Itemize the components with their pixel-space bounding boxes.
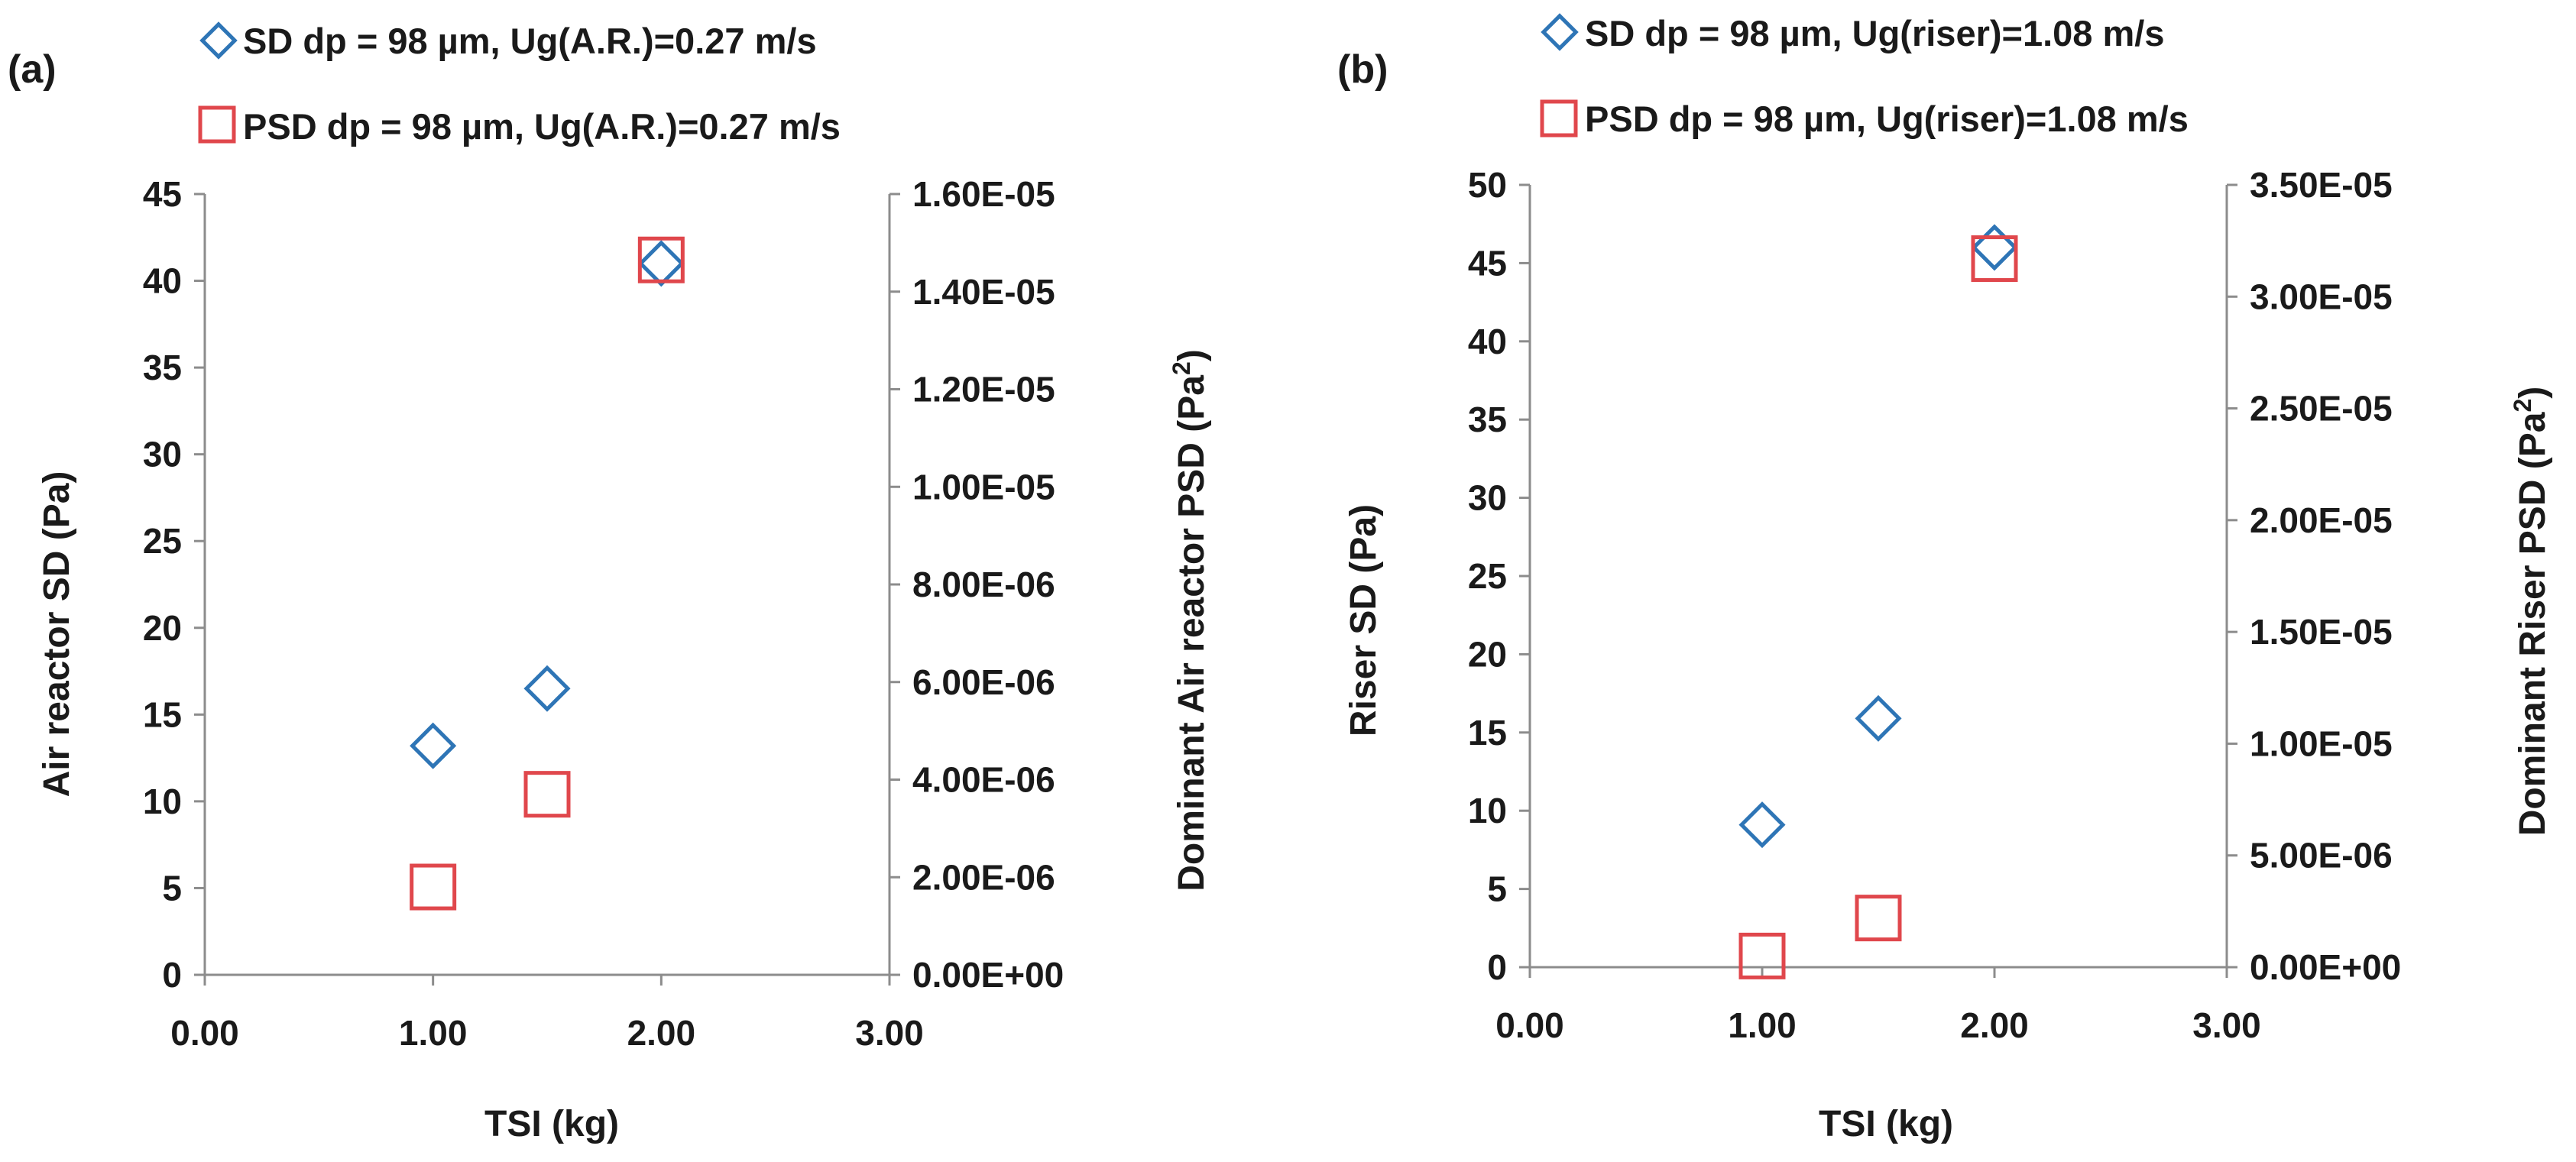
- y-tick-label: 15: [1468, 713, 1507, 753]
- y-tick-label: 50: [1468, 165, 1507, 205]
- y-tick-label: 5: [1487, 869, 1507, 909]
- sd-data-point: [1738, 801, 1786, 849]
- legend-a: SD dp = 98 µm, Ug(A.R.)=0.27 m/s PSD dp …: [198, 21, 841, 147]
- x-tick-label: 1.00: [1728, 1005, 1797, 1045]
- y-tick-label: 20: [143, 608, 182, 648]
- sd-data-point: [523, 665, 571, 712]
- marks-a: [410, 236, 685, 911]
- panel-b: (b) SD dp = 98 µm, Ug(riser)=1.08 m/s PS…: [1337, 13, 2553, 1144]
- y2-tick-label: 1.60E-05: [912, 174, 1055, 214]
- y2-tick-label: 4.00E-06: [912, 760, 1055, 800]
- y2-axis-label-b: Dominant Riser PSD (Pa2): [2509, 387, 2553, 837]
- x-tick-label: 2.00: [1960, 1005, 2029, 1045]
- y2-tick-label: 2.00E-06: [912, 857, 1055, 897]
- y-tick-label: 40: [1468, 322, 1507, 361]
- y2-axis-label-a: Dominant Air reactor PSD (Pa2): [1168, 349, 1212, 891]
- legend-label-psd-b: PSD dp = 98 µm, Ug(riser)=1.08 m/s: [1585, 99, 2189, 139]
- y-tick-label: 45: [1468, 243, 1507, 283]
- y2-tick-label: 0.00E+00: [2250, 947, 2401, 987]
- sd-data-point: [1855, 694, 1902, 742]
- sd-data-point: [1971, 224, 2018, 271]
- y-tick-label: 15: [143, 694, 182, 734]
- psd-data-point: [1855, 895, 1902, 942]
- psd-data-point: [637, 236, 685, 283]
- psd-data-point: [523, 771, 571, 818]
- y2-tick-label: 8.00E-06: [912, 565, 1055, 604]
- ticks-b: 0.00 1.00 2.00 3.00 0 5 10 15 20 25 30 35 40 45 50 0.00…: [1468, 165, 2401, 1045]
- panel-a: (a) SD dp = 98 µm, Ug(A.R.)=0.27 m/s PSD…: [8, 21, 1212, 1144]
- x-tick-label: 1.00: [399, 1013, 468, 1053]
- y2-tick-label: 5.00E-06: [2250, 836, 2393, 876]
- x-tick-label: 0.00: [170, 1013, 239, 1053]
- y-tick-label: 0: [1487, 947, 1507, 987]
- panel-label-b: (b): [1337, 47, 1388, 92]
- legend-marker-psd-b: [1540, 99, 1578, 138]
- marks-b: [1738, 224, 2018, 979]
- y2-tick-label: 0.00E+00: [912, 955, 1064, 995]
- axes-b: [1528, 185, 2228, 969]
- y-tick-label: 0: [162, 955, 182, 995]
- x-tick-label: 3.00: [855, 1013, 924, 1053]
- legend-marker-psd-a: [198, 105, 236, 144]
- panel-label-a: (a): [8, 47, 57, 92]
- x-tick-label: 3.00: [2192, 1005, 2261, 1045]
- legend-marker-sd-a: [199, 21, 238, 60]
- legend-label-sd-a: SD dp = 98 µm, Ug(A.R.)=0.27 m/s: [243, 21, 817, 61]
- x-tick-label: 0.00: [1495, 1005, 1564, 1045]
- legend-b: SD dp = 98 µm, Ug(riser)=1.08 m/s PSD dp…: [1540, 13, 2189, 139]
- y2-tick-label: 3.00E-05: [2250, 277, 2393, 316]
- y-tick-label: 10: [1468, 791, 1507, 830]
- y-axis-label-a: Air reactor SD (Pa): [37, 471, 77, 798]
- y2-tick-label: 1.40E-05: [912, 272, 1055, 312]
- sd-data-point: [410, 722, 457, 769]
- axes-a: [203, 194, 891, 976]
- y2-tick-label: 1.00E-05: [2250, 723, 2393, 763]
- y-tick-label: 30: [143, 435, 182, 474]
- y2-tick-label: 6.00E-06: [912, 662, 1055, 702]
- x-axis-label-b: TSI (kg): [1819, 1104, 1953, 1144]
- psd-data-point: [1738, 932, 1786, 979]
- y-tick-label: 30: [1468, 478, 1507, 518]
- sd-data-point: [637, 240, 685, 287]
- y-tick-label: 25: [143, 521, 182, 561]
- y-tick-label: 35: [1468, 400, 1507, 439]
- psd-data-point: [1971, 235, 2018, 283]
- y-tick-label: 5: [162, 868, 182, 908]
- y-tick-label: 40: [143, 261, 182, 301]
- x-tick-label: 2.00: [627, 1013, 696, 1053]
- y2-tick-label: 2.00E-05: [2250, 500, 2393, 540]
- y-axis-label-b: Riser SD (Pa): [1343, 504, 1384, 736]
- legend-label-psd-a: PSD dp = 98 µm, Ug(A.R.)=0.27 m/s: [243, 106, 841, 147]
- y2-tick-label: 2.50E-05: [2250, 389, 2393, 429]
- y2-tick-label: 3.50E-05: [2250, 165, 2393, 205]
- legend-label-sd-b: SD dp = 98 µm, Ug(riser)=1.08 m/s: [1585, 13, 2165, 53]
- y-tick-label: 35: [143, 348, 182, 387]
- y-tick-label: 10: [143, 782, 182, 821]
- y-tick-label: 25: [1468, 556, 1507, 596]
- y2-tick-label: 1.50E-05: [2250, 612, 2393, 652]
- y2-tick-label: 1.20E-05: [912, 370, 1055, 409]
- y-tick-label: 20: [1468, 634, 1507, 674]
- y2-tick-label: 1.00E-05: [912, 467, 1055, 507]
- ticks-a: 0.00 1.00 2.00 3.00 0 5 10 15 20 25 30 35 40 45 0.00E+…: [143, 174, 1064, 1053]
- legend-marker-sd-b: [1541, 13, 1579, 51]
- y-tick-label: 45: [143, 174, 182, 214]
- psd-data-point: [410, 863, 457, 911]
- x-axis-label-a: TSI (kg): [484, 1104, 619, 1144]
